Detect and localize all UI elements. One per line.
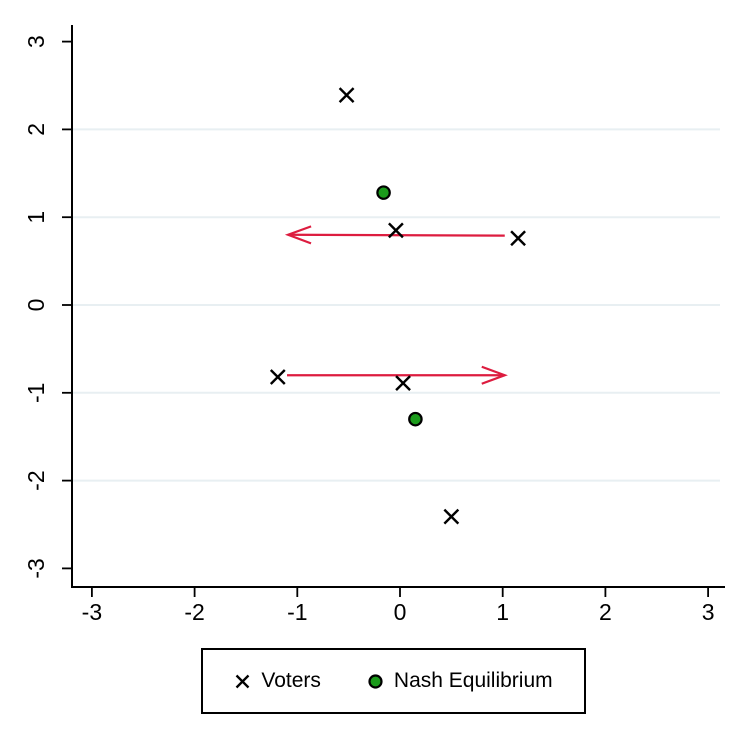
y-tick-label: -3 xyxy=(23,558,49,578)
nash-marker xyxy=(408,411,423,427)
y-tick-label: 3 xyxy=(23,35,49,48)
voter-marker xyxy=(510,230,526,247)
x-tick-label: -2 xyxy=(184,599,204,625)
arrow-head xyxy=(284,225,312,245)
x-tick-label: 0 xyxy=(394,599,407,625)
y-tick-label: -2 xyxy=(23,470,49,490)
y-tick-label: 2 xyxy=(23,123,49,136)
x-tick-label: 3 xyxy=(702,599,715,625)
legend: Voters Nash Equilibrium xyxy=(201,648,586,714)
voter-marker xyxy=(388,222,404,239)
x-tick-label: 2 xyxy=(599,599,612,625)
x-marker-icon xyxy=(236,674,250,688)
legend-item-nash: Nash Equilibrium xyxy=(367,669,553,693)
arrow-shaft xyxy=(288,233,505,237)
voter-marker xyxy=(269,369,286,385)
y-tick-label: 0 xyxy=(23,299,49,312)
x-tick-label: -3 xyxy=(82,599,102,625)
x-tick-label: 1 xyxy=(496,599,509,625)
y-tick-label: -1 xyxy=(23,383,49,403)
x-tick-label: -1 xyxy=(287,599,307,625)
y-tick-label: 1 xyxy=(23,211,49,224)
legend-label-nash: Nash Equilibrium xyxy=(393,669,553,692)
voter-marker xyxy=(338,87,355,104)
circle-marker-icon xyxy=(368,673,383,689)
voter-marker xyxy=(443,508,460,525)
voter-marker xyxy=(395,375,411,391)
nash-marker xyxy=(376,185,391,200)
legend-item-voters: Voters xyxy=(234,669,321,693)
arrow-head xyxy=(481,365,508,385)
legend-label-voters: Voters xyxy=(261,669,321,692)
